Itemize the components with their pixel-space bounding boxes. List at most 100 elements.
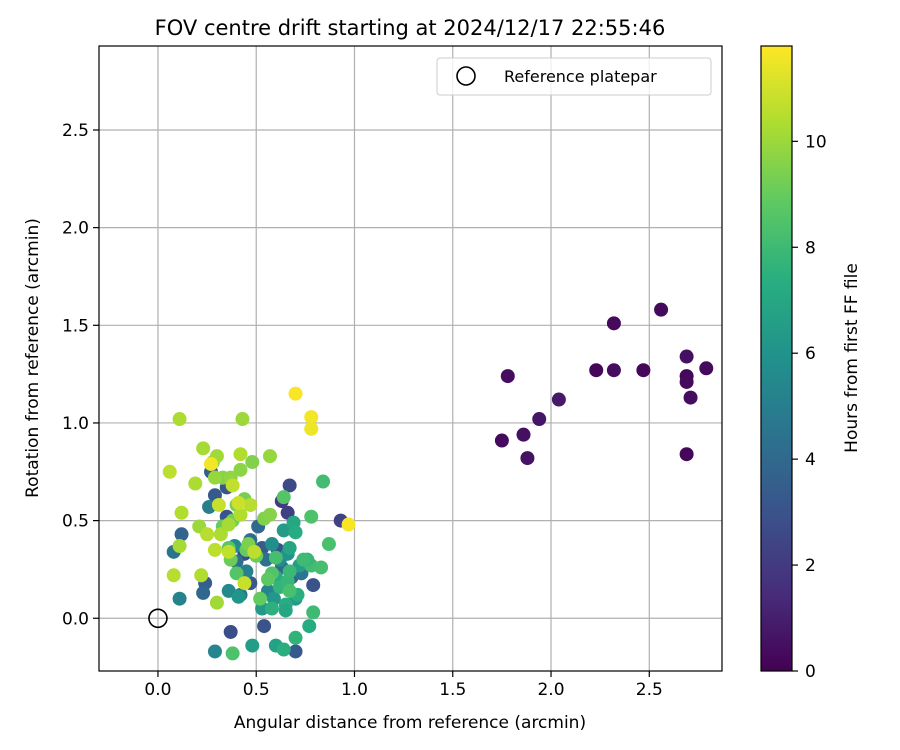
scatter-point [196, 585, 211, 600]
scatter-point [288, 644, 303, 659]
y-tick-label: 0.5 [62, 512, 89, 532]
y-tick-label: 0.0 [62, 609, 89, 629]
colorbar-tick-label: 8 [805, 238, 816, 258]
colorbar-tick-label: 10 [805, 132, 827, 152]
x-axis-label: Angular distance from reference (arcmin) [234, 713, 586, 733]
scatter-point [276, 523, 291, 538]
colorbar-gradient [760, 45, 793, 672]
scatter-point [288, 630, 303, 645]
scatter-point [264, 601, 279, 616]
scatter-point [268, 550, 283, 565]
colorbar: 0 2 4 6 8 10 Hours from first FF file [760, 45, 862, 682]
scatter-point [231, 589, 246, 604]
scatter-point [221, 544, 236, 559]
scatter-point [209, 595, 224, 610]
x-tick-label: 1.5 [439, 680, 466, 700]
scatter-point [262, 507, 277, 522]
scatter-point [166, 568, 181, 583]
scatter-point [306, 605, 321, 620]
scatter-point [207, 470, 222, 485]
data-points [162, 302, 714, 661]
legend-label: Reference platepar [504, 67, 657, 86]
scatter-point [288, 386, 303, 401]
scatter-point [225, 646, 240, 661]
scatter-point [207, 542, 222, 557]
x-tick-label: 2.5 [636, 680, 663, 700]
grid [99, 46, 722, 671]
x-tick-label: 1.0 [341, 680, 368, 700]
scatter-point [636, 363, 651, 378]
legend-marker [456, 66, 476, 86]
x-tick-label: 2.0 [537, 680, 564, 700]
scatter-point [264, 537, 279, 552]
scatter-point [341, 517, 356, 532]
scatter-point [245, 638, 260, 653]
colorbar-tick-label: 0 [805, 662, 816, 682]
scatter-point [231, 496, 246, 511]
scatter-point [172, 591, 187, 606]
scatter-point [233, 447, 248, 462]
scatter-point [282, 564, 297, 579]
scatter-point [679, 447, 694, 462]
x-tick-label: 0.5 [243, 680, 270, 700]
y-tick-label: 2.0 [62, 219, 89, 239]
y-axis-ticks: 0.0 0.5 1.0 1.5 2.0 2.5 [62, 121, 99, 629]
scatter-point [200, 527, 215, 542]
colorbar-ticks: 0 2 4 6 8 10 [792, 132, 827, 682]
x-tick-label: 0.0 [144, 680, 171, 700]
scatter-point [276, 490, 291, 505]
scatter-point [262, 449, 277, 464]
scatter-point [304, 421, 319, 436]
scatter-point [172, 412, 187, 427]
y-tick-label: 2.5 [62, 121, 89, 141]
scatter-point [306, 578, 321, 593]
scatter-point [245, 455, 260, 470]
scatter-point [532, 412, 547, 427]
scatter-point [162, 464, 177, 479]
scatter-point [679, 349, 694, 364]
y-tick-label: 1.5 [62, 316, 89, 336]
scatter-point [174, 527, 189, 542]
scatter-point [261, 572, 276, 587]
scatter-point [174, 505, 189, 520]
scatter-point [243, 497, 258, 512]
y-tick-label: 1.0 [62, 414, 89, 434]
scatter-point [302, 619, 317, 634]
scatter-point [654, 302, 669, 317]
scatter-point [207, 644, 222, 659]
scatter-point [237, 576, 252, 591]
scatter-point [282, 540, 297, 555]
scatter-point [229, 566, 244, 581]
scatter-point [225, 478, 240, 493]
scatter-point [253, 591, 268, 606]
scatter-point [257, 619, 272, 634]
scatter-point [204, 456, 219, 471]
scatter-point [288, 525, 303, 540]
scatter-point [282, 583, 297, 598]
colorbar-tick-label: 2 [805, 556, 816, 576]
scatter-point [516, 427, 531, 442]
chart-title: FOV centre drift starting at 2024/12/17 … [155, 16, 666, 40]
scatter-point [211, 497, 226, 512]
reference-platepar-marker [148, 608, 168, 629]
scatter-point [494, 433, 509, 448]
scatter-point [282, 478, 297, 493]
scatter-point [321, 537, 336, 552]
scatter-point [235, 412, 250, 427]
x-axis-ticks: 0.0 0.5 1.0 1.5 2.0 2.5 [144, 671, 663, 700]
colorbar-label: Hours from first FF file [842, 263, 862, 453]
scatter-point [551, 392, 566, 407]
y-axis-label: Rotation from reference (arcmin) [23, 218, 43, 498]
legend-box [436, 57, 712, 96]
scatter-point [304, 509, 319, 524]
scatter-point [606, 363, 621, 378]
scatter-point [188, 476, 203, 491]
scatter-point [296, 552, 311, 567]
scatter-point [276, 642, 291, 657]
legend: Reference platepar [436, 57, 712, 96]
scatter-point [314, 560, 329, 575]
scatter-point [213, 527, 228, 542]
scatter-point [221, 517, 236, 532]
scatter-point [223, 624, 238, 639]
